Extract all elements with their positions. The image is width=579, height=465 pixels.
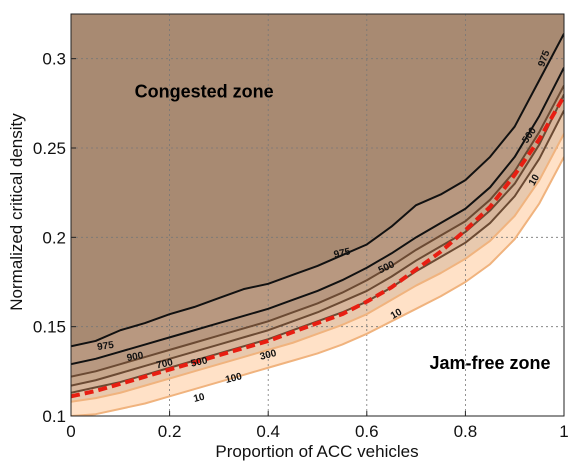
x-tick-label: 0.8 (454, 422, 478, 441)
band-300-100 (71, 110, 564, 402)
series-line-700 (71, 85, 564, 378)
y-tick-label: 0.15 (33, 318, 66, 337)
x-tick-label: 0.4 (256, 422, 280, 441)
y-tick-label: 0.1 (42, 407, 66, 426)
contour-label: 975 (536, 49, 552, 69)
jam-free-zone-label: Jam-free zone (430, 353, 551, 373)
x-axis-title: Proportion of ACC vehicles (215, 442, 418, 461)
series-line-100 (71, 133, 564, 403)
contour-label: 975 (97, 340, 115, 353)
congested-zone-label: Congested zone (135, 81, 274, 101)
contour-label: 10 (389, 307, 405, 322)
contour-label: 900 (126, 350, 145, 364)
contour-label: 10 (192, 391, 206, 404)
series-line-900 (71, 67, 564, 366)
congested-region (71, 14, 564, 347)
plot-frame (70, 13, 565, 417)
series-line-975 (71, 33, 564, 348)
contour-label: 300 (259, 348, 278, 363)
y-axis-title: Normalized critical density (7, 113, 26, 311)
series-line-10 (71, 156, 564, 416)
x-tick-label: 0.6 (355, 422, 379, 441)
contour-label: 100 (224, 371, 243, 386)
contour-label: 975 (333, 246, 352, 260)
x-tick-label: 0 (66, 422, 75, 441)
series-line-500 (71, 93, 564, 387)
x-tick-label: 0.2 (158, 422, 182, 441)
series-line-red-dashed (71, 95, 564, 399)
axes: 0 0.2 0.4 0.6 0.8 1 0.1 0.15 0.2 0.25 0.3 (33, 13, 569, 441)
y-tick-label: 0.2 (42, 228, 66, 247)
y-tick-label: 0.3 (42, 50, 66, 69)
contour-label: 10 (527, 172, 542, 188)
contour-label: 500 (190, 355, 209, 369)
x-tick-label: 1 (559, 422, 568, 441)
y-tick-label: 0.25 (33, 139, 66, 158)
contour-label: 700 (155, 357, 174, 371)
